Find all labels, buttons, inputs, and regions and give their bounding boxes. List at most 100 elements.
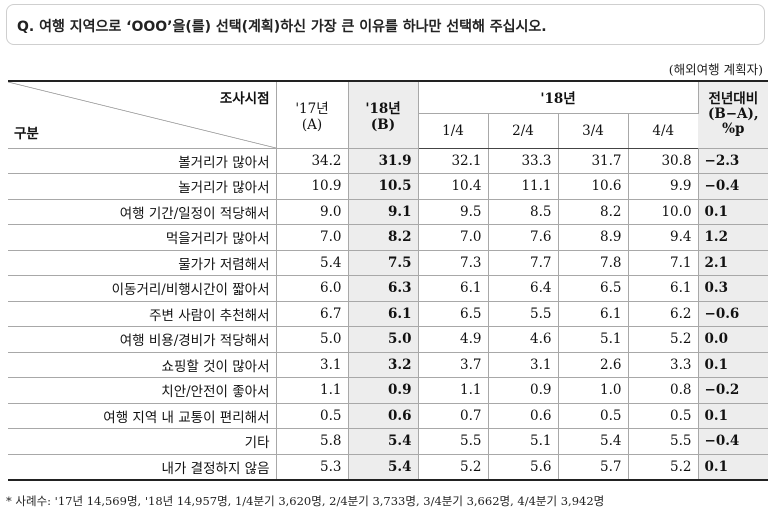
cell-q1: 7.0 bbox=[418, 224, 489, 251]
cell-17: 5.8 bbox=[276, 428, 349, 455]
cell-q1: 7.3 bbox=[418, 250, 489, 276]
cell-q2: 8.5 bbox=[488, 199, 559, 225]
table-row: 기타 5.8 5.4 5.5 5.1 5.4 5.5 −0.4 bbox=[8, 428, 769, 455]
cell-q3: 2.6 bbox=[558, 352, 629, 378]
cell-q4: 0.8 bbox=[628, 377, 699, 404]
quarter-header: 4/4 bbox=[628, 113, 699, 149]
table-row: 치안/안전이 좋아서 1.1 0.9 1.1 0.9 1.0 0.8 −0.2 bbox=[8, 377, 769, 404]
table-row: 먹을거리가 많아서 7.0 8.2 7.0 7.6 8.9 9.4 1.2 bbox=[8, 224, 769, 251]
cell-q2: 6.4 bbox=[488, 275, 559, 302]
cell-q2: 4.6 bbox=[488, 326, 559, 353]
cell-q1: 5.2 bbox=[418, 454, 489, 481]
cell-diff: 0.1 bbox=[698, 454, 769, 481]
cell-17: 10.9 bbox=[276, 173, 349, 200]
cell-18: 31.9 bbox=[348, 148, 419, 174]
col-header-diff: 전년대비 (B−A), %p bbox=[698, 80, 769, 149]
row-label: 먹을거리가 많아서 bbox=[8, 224, 277, 251]
cell-diff: 0.1 bbox=[698, 403, 769, 429]
corner-header: 조사시점 구분 bbox=[8, 80, 277, 149]
cell-q4: 9.4 bbox=[628, 224, 699, 251]
cell-q3: 5.7 bbox=[558, 454, 629, 481]
cell-18: 7.5 bbox=[348, 250, 419, 276]
cell-q2: 5.5 bbox=[488, 301, 559, 327]
corner-bottom-label: 구분 bbox=[14, 125, 39, 142]
row-label: 놀거리가 많아서 bbox=[8, 173, 277, 200]
cell-diff: 0.0 bbox=[698, 326, 769, 353]
cell-diff: 1.2 bbox=[698, 224, 769, 251]
cell-diff: −0.4 bbox=[698, 173, 769, 200]
cell-diff: 2.1 bbox=[698, 250, 769, 276]
group-header-18: '18년 bbox=[418, 80, 699, 114]
cell-18: 9.1 bbox=[348, 199, 419, 225]
col-18-label: '18년 bbox=[365, 100, 401, 117]
cell-q4: 5.2 bbox=[628, 454, 699, 481]
col-17-label: '17년 bbox=[295, 100, 329, 117]
cell-17: 3.1 bbox=[276, 352, 349, 378]
cell-diff: 0.1 bbox=[698, 199, 769, 225]
question-box: Q. 여행 지역으로 ‘OOO’을(를) 선택(계획)하신 가장 큰 이유를 하… bbox=[6, 4, 765, 45]
cell-q3: 7.8 bbox=[558, 250, 629, 276]
cell-q3: 6.1 bbox=[558, 301, 629, 327]
cell-17: 5.4 bbox=[276, 250, 349, 276]
col-header-18: '18년 (B) bbox=[348, 80, 419, 149]
cell-q4: 5.5 bbox=[628, 428, 699, 455]
row-label: 기타 bbox=[8, 428, 277, 455]
cell-q4: 5.2 bbox=[628, 326, 699, 353]
cell-q4: 10.0 bbox=[628, 199, 699, 225]
row-label: 볼거리가 많아서 bbox=[8, 148, 277, 174]
diff-line2: (B−A), bbox=[707, 106, 759, 123]
cell-q4: 6.2 bbox=[628, 301, 699, 327]
row-label: 여행 지역 내 교통이 편리해서 bbox=[8, 403, 277, 429]
cell-18: 0.9 bbox=[348, 377, 419, 404]
table-row: 주변 사람이 추천해서 6.7 6.1 6.5 5.5 6.1 6.2 −0.6 bbox=[8, 301, 769, 327]
cell-17: 6.7 bbox=[276, 301, 349, 327]
cell-17: 6.0 bbox=[276, 275, 349, 302]
col-17-sub: (A) bbox=[301, 116, 323, 133]
row-label: 치안/안전이 좋아서 bbox=[8, 377, 277, 404]
cell-q1: 6.1 bbox=[418, 275, 489, 302]
cell-18: 0.6 bbox=[348, 403, 419, 429]
table-row: 쇼핑할 것이 많아서 3.1 3.2 3.7 3.1 2.6 3.3 0.1 bbox=[8, 352, 769, 378]
cell-18: 8.2 bbox=[348, 224, 419, 251]
cell-q3: 31.7 bbox=[558, 148, 629, 174]
cell-q2: 3.1 bbox=[488, 352, 559, 378]
quarter-header: 2/4 bbox=[488, 113, 559, 149]
cell-q3: 10.6 bbox=[558, 173, 629, 200]
cell-q4: 30.8 bbox=[628, 148, 699, 174]
table-row: 볼거리가 많아서 34.2 31.9 32.1 33.3 31.7 30.8 −… bbox=[8, 148, 769, 174]
cell-q2: 5.1 bbox=[488, 428, 559, 455]
quarter-header: 3/4 bbox=[558, 113, 629, 149]
table-row: 이동거리/비행시간이 짧아서 6.0 6.3 6.1 6.4 6.5 6.1 0… bbox=[8, 275, 769, 302]
table-row: 여행 비용/경비가 적당해서 5.0 5.0 4.9 4.6 5.1 5.2 0… bbox=[8, 326, 769, 353]
cell-17: 7.0 bbox=[276, 224, 349, 251]
cell-q1: 9.5 bbox=[418, 199, 489, 225]
cell-q1: 5.5 bbox=[418, 428, 489, 455]
cell-17: 9.0 bbox=[276, 199, 349, 225]
cell-q2: 5.6 bbox=[488, 454, 559, 481]
cell-q3: 5.1 bbox=[558, 326, 629, 353]
diff-line3: %p bbox=[722, 121, 745, 138]
cell-q3: 6.5 bbox=[558, 275, 629, 302]
row-label: 이동거리/비행시간이 짧아서 bbox=[8, 275, 277, 302]
cell-17: 1.1 bbox=[276, 377, 349, 404]
survey-table: 조사시점 구분 '17년 (A) '18년 (B) '18년 전년대비 (B−A… bbox=[8, 80, 769, 481]
question-text: Q. 여행 지역으로 ‘OOO’을(를) 선택(계획)하신 가장 큰 이유를 하… bbox=[17, 19, 547, 35]
col-header-17: '17년 (A) bbox=[276, 80, 349, 149]
cell-diff: −0.4 bbox=[698, 428, 769, 455]
cell-q3: 1.0 bbox=[558, 377, 629, 404]
cell-q3: 0.5 bbox=[558, 403, 629, 429]
cell-q1: 10.4 bbox=[418, 173, 489, 200]
row-label: 쇼핑할 것이 많아서 bbox=[8, 352, 277, 378]
cell-q1: 3.7 bbox=[418, 352, 489, 378]
table-row: 놀거리가 많아서 10.9 10.5 10.4 11.1 10.6 9.9 −0… bbox=[8, 173, 769, 200]
table-row: 물가가 저렴해서 5.4 7.5 7.3 7.7 7.8 7.1 2.1 bbox=[8, 250, 769, 276]
row-label: 물가가 저렴해서 bbox=[8, 250, 277, 276]
cell-q4: 7.1 bbox=[628, 250, 699, 276]
row-label: 내가 결정하지 않음 bbox=[8, 454, 277, 481]
col-18-sub: (B) bbox=[370, 116, 396, 133]
cell-17: 5.0 bbox=[276, 326, 349, 353]
cell-diff: −0.2 bbox=[698, 377, 769, 404]
cell-diff: −2.3 bbox=[698, 148, 769, 174]
cell-17: 0.5 bbox=[276, 403, 349, 429]
table-row: 내가 결정하지 않음 5.3 5.4 5.2 5.6 5.7 5.2 0.1 bbox=[8, 454, 769, 481]
